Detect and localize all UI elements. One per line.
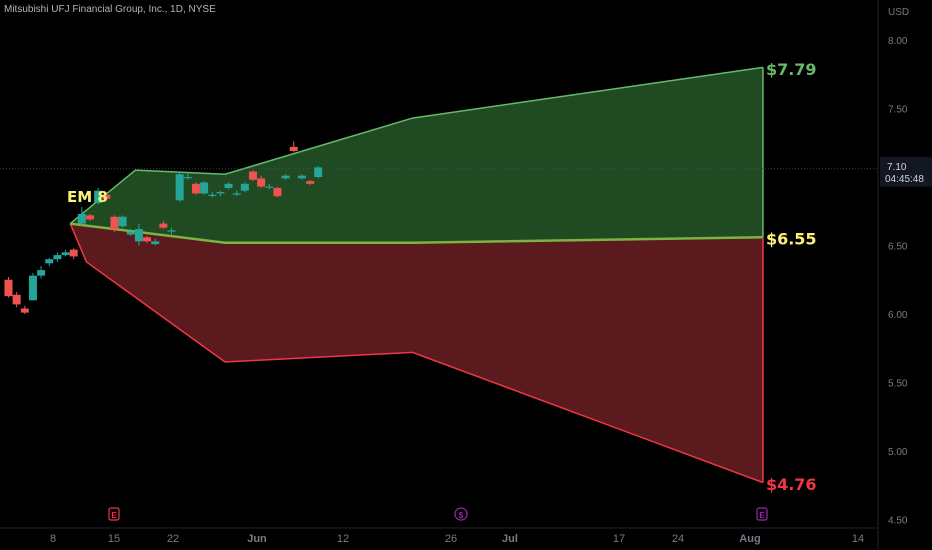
y-tick-label: 5.00 bbox=[888, 447, 908, 458]
candle-body bbox=[53, 255, 62, 260]
x-tick-label: 26 bbox=[445, 533, 457, 545]
candle-body bbox=[297, 175, 306, 179]
marker-glyph: E bbox=[111, 511, 117, 520]
earnings-marker-frame bbox=[756, 507, 768, 521]
dividend-marker-icon[interactable]: $ bbox=[454, 507, 468, 521]
candle-body bbox=[240, 183, 249, 191]
x-tick-label: 24 bbox=[672, 533, 684, 545]
x-tick-label: Jun bbox=[247, 533, 267, 545]
candle-body bbox=[216, 192, 225, 194]
x-tick-label: 12 bbox=[337, 533, 349, 545]
candle-body bbox=[289, 146, 298, 151]
upper-target-label: $7.79 bbox=[766, 60, 817, 79]
candle-body bbox=[12, 294, 21, 305]
candle-body bbox=[183, 177, 192, 179]
y-tick-label: 8.00 bbox=[888, 36, 908, 47]
candle-body bbox=[45, 259, 54, 264]
y-tick-label: 6.00 bbox=[888, 310, 908, 321]
candle-body bbox=[200, 182, 209, 194]
x-tick-label: Jul bbox=[502, 533, 518, 545]
candle-body bbox=[77, 213, 86, 224]
marker-glyph: E bbox=[759, 511, 765, 520]
x-tick-label: Aug bbox=[739, 533, 760, 545]
currency-label: USD bbox=[888, 7, 909, 18]
x-tick-label: 22 bbox=[167, 533, 179, 545]
x-tick-label: 14 bbox=[852, 533, 864, 545]
mid-target-label: $6.55 bbox=[766, 230, 817, 249]
y-tick-label: 5.50 bbox=[888, 379, 908, 390]
candle-body bbox=[159, 223, 168, 228]
candle-body bbox=[102, 194, 111, 199]
y-tick-label: 6.50 bbox=[888, 242, 908, 253]
upper-band-line bbox=[69, 66, 764, 225]
candle-body bbox=[281, 175, 290, 179]
candle-body bbox=[273, 187, 282, 197]
lower-band-line bbox=[69, 223, 764, 484]
mid-band-line bbox=[70, 222, 763, 245]
candle-body bbox=[4, 279, 13, 297]
candle-body bbox=[151, 241, 160, 245]
lower-target-label: $4.76 bbox=[766, 475, 817, 494]
upper-band-area bbox=[70, 67, 763, 243]
candle-body bbox=[143, 237, 152, 242]
candle-body bbox=[167, 230, 176, 232]
x-tick-label: 15 bbox=[108, 533, 120, 545]
y-tick-label: 4.50 bbox=[888, 516, 908, 527]
x-tick-label: 8 bbox=[50, 533, 56, 545]
candle-body bbox=[61, 252, 70, 256]
candle-body bbox=[134, 229, 143, 242]
candle-body bbox=[86, 215, 94, 220]
candle-body bbox=[94, 190, 103, 204]
candle-body bbox=[118, 216, 127, 227]
chart-title: Mitsubishi UFJ Financial Group, Inc., 1D… bbox=[4, 4, 216, 15]
candle-body bbox=[126, 231, 135, 235]
candle-body bbox=[265, 186, 274, 188]
candle-body bbox=[208, 194, 217, 197]
earnings-marker-icon[interactable]: E bbox=[756, 507, 768, 521]
candle-body bbox=[314, 167, 323, 177]
current-price-countdown: 04:45:48 bbox=[885, 174, 924, 185]
candle-body bbox=[224, 183, 233, 188]
y-tick-label: 7.50 bbox=[888, 105, 908, 116]
current-price-tag bbox=[880, 156, 932, 187]
earnings-marker-icon[interactable]: E bbox=[108, 507, 120, 521]
candle-body bbox=[257, 178, 266, 187]
candle-body bbox=[110, 216, 119, 230]
marker-glyph: $ bbox=[459, 511, 464, 520]
candle-body bbox=[20, 308, 29, 313]
candle-body bbox=[249, 171, 257, 180]
x-tick-label: 17 bbox=[613, 533, 625, 545]
dividend-marker-frame bbox=[454, 507, 468, 521]
current-price-value: 7.10 bbox=[887, 162, 907, 173]
candle-body bbox=[69, 249, 78, 257]
candle-body bbox=[37, 270, 46, 276]
em-label: EM 8 bbox=[67, 188, 108, 206]
earnings-marker-frame bbox=[108, 507, 120, 521]
candle-body bbox=[306, 181, 315, 184]
candle-body bbox=[175, 174, 184, 201]
candle-body bbox=[232, 193, 241, 195]
candle-body bbox=[28, 275, 37, 301]
candle-body bbox=[191, 183, 200, 194]
